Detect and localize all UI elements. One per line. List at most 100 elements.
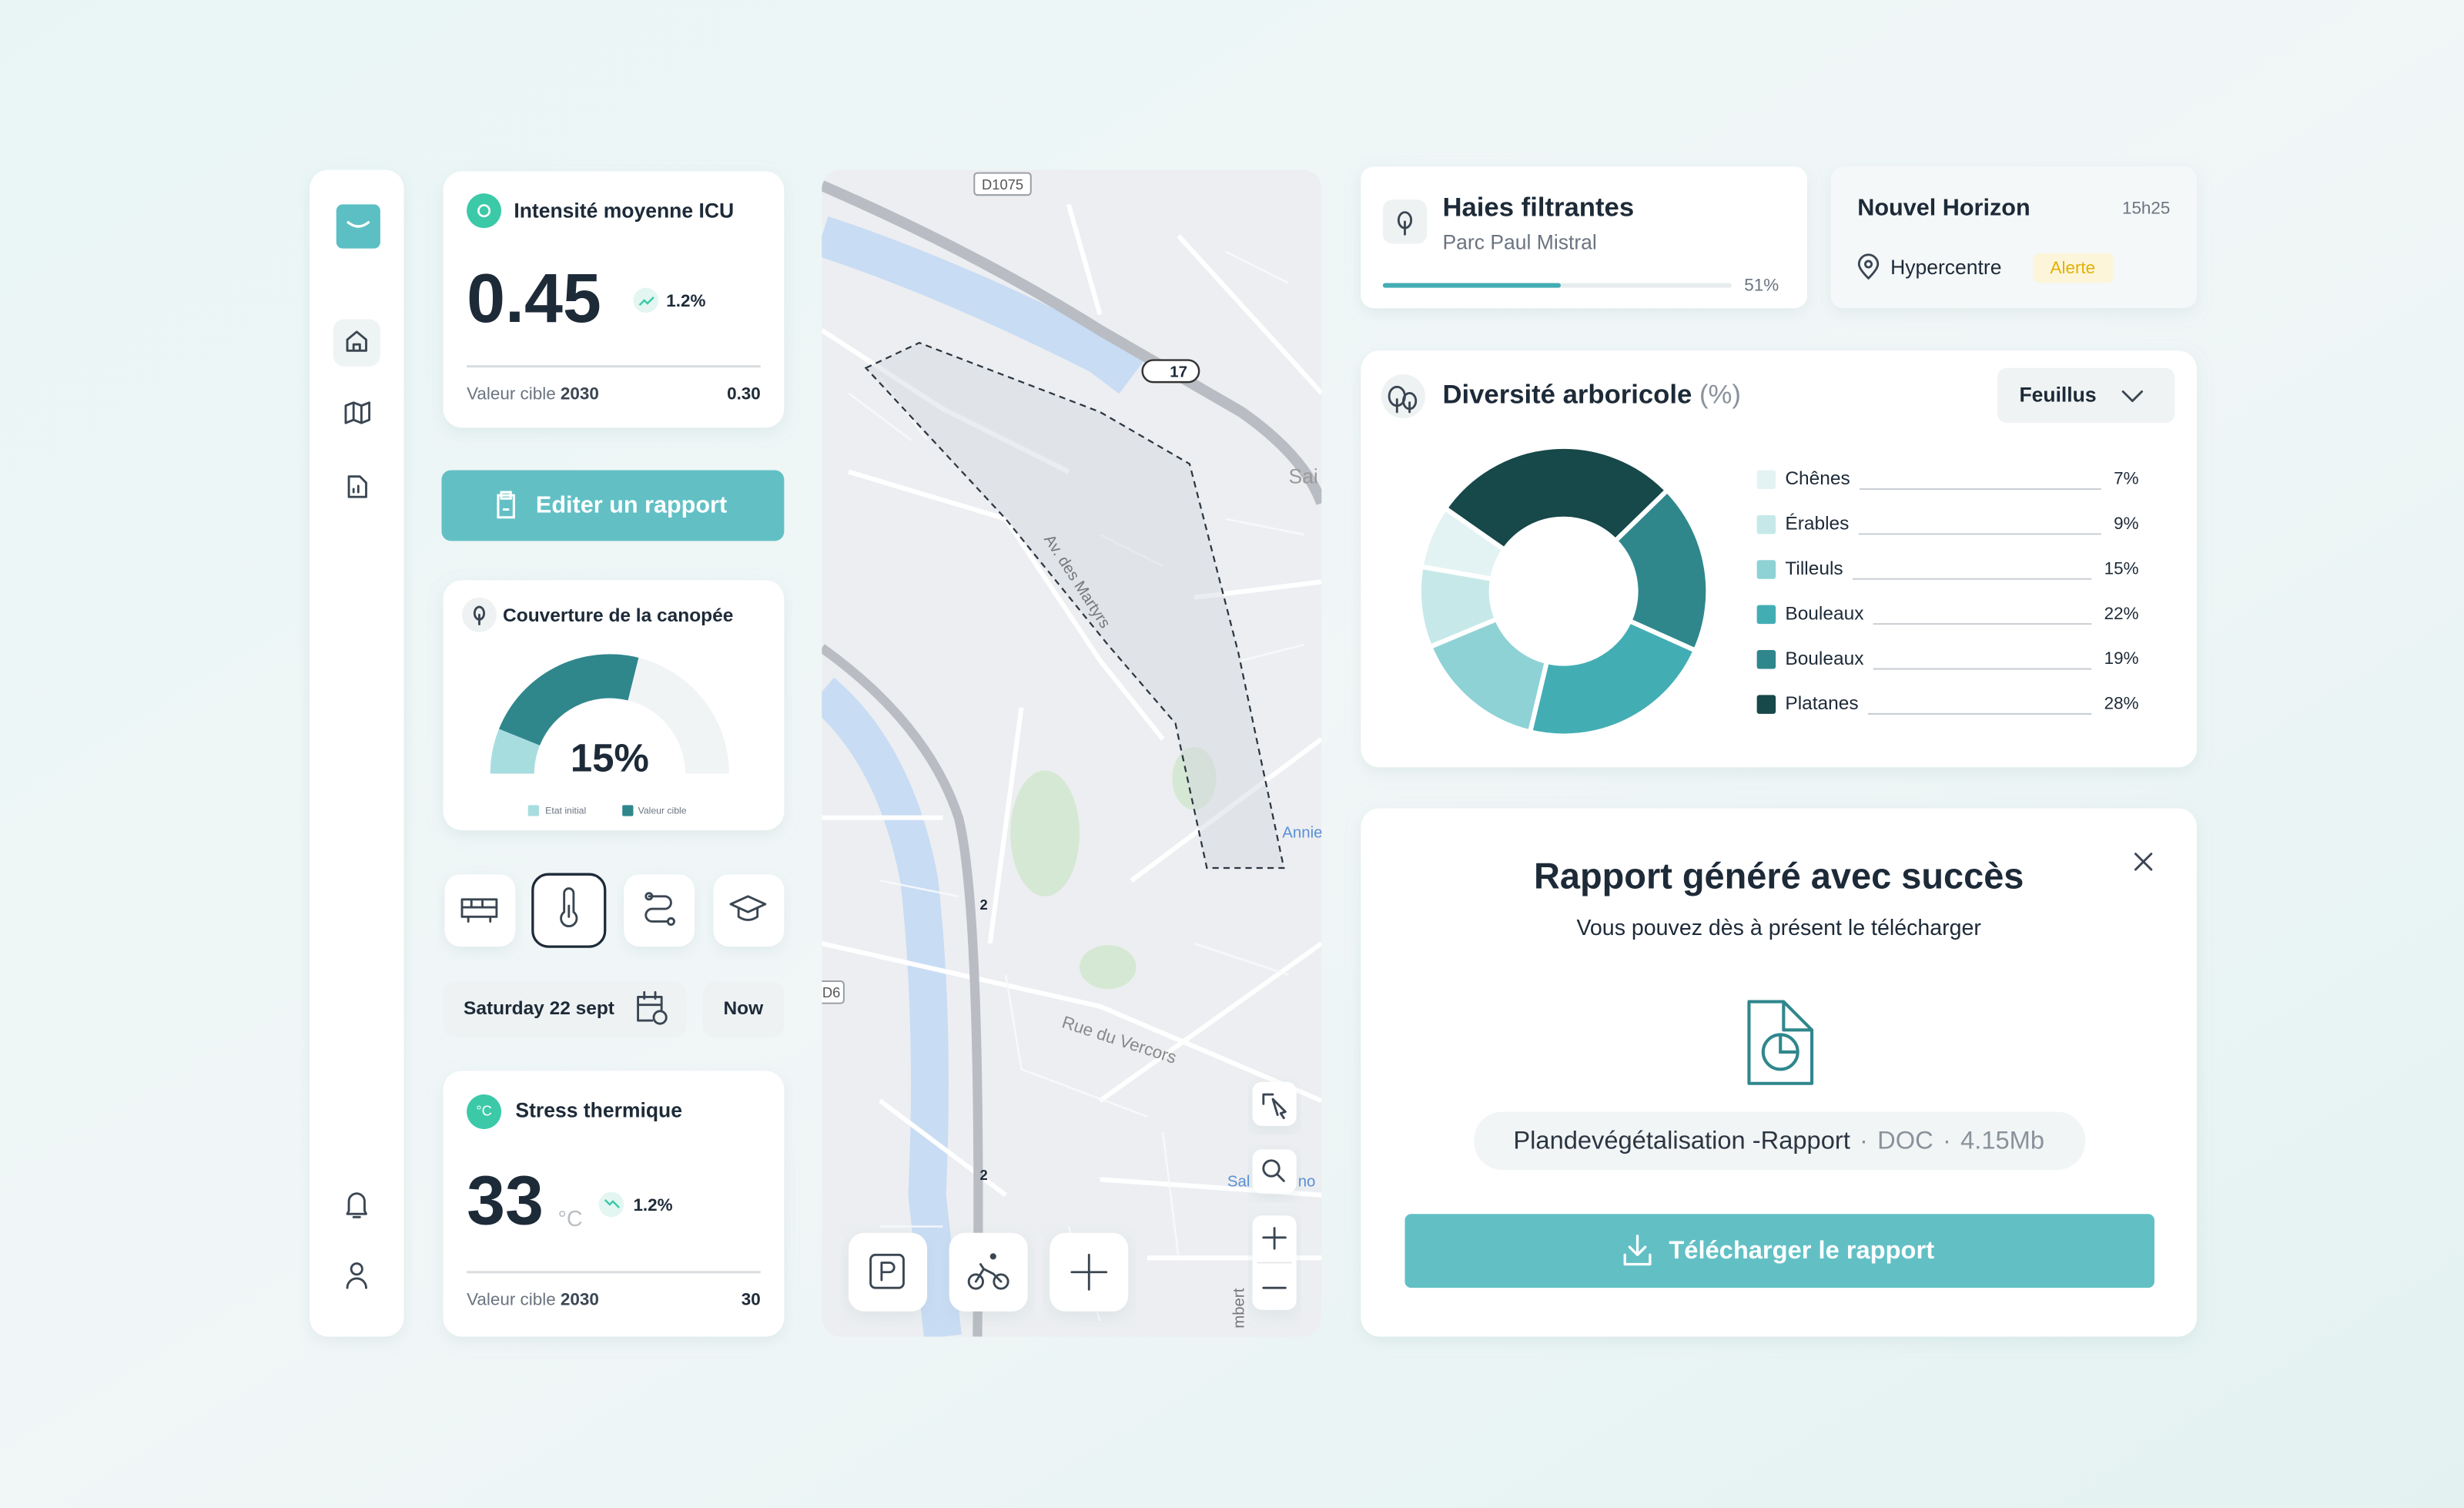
now-button[interactable]: Now (702, 981, 785, 1038)
map-search[interactable] (1252, 1149, 1297, 1194)
mode-education[interactable] (713, 874, 785, 947)
card-title: Stress thermique (515, 1099, 682, 1122)
canopy-card: Couverture de la canopée 15% Etat initia… (443, 580, 785, 831)
legend-value: 15% (2104, 558, 2139, 578)
legend: Chênes 7% Érables 9% Tilleuls 15% Bouleaux 22% B… (1756, 468, 2139, 715)
nav-map[interactable] (344, 401, 371, 424)
filter-dropdown[interactable]: Feuillus (1997, 367, 2175, 424)
card-subtitle: Parc Paul Mistral (1442, 230, 1596, 253)
card-title: Nouvel Horizon (1857, 195, 2030, 221)
separator: · (1860, 1125, 1868, 1154)
legend-swatch (1756, 650, 1776, 669)
file-chip: Plandevégétalisation -Rapport · DOC · 4.15Mb (1513, 1125, 2044, 1154)
dialog-title: Rapport généré avec succès (1534, 856, 2024, 896)
donut-segment (1427, 615, 1550, 736)
mode-buttons (444, 873, 785, 948)
filter-value: Feuillus (2019, 384, 2096, 407)
now: Now (723, 998, 764, 1019)
nav-reports[interactable] (347, 475, 367, 498)
mode-temperature[interactable] (531, 873, 607, 948)
date-picker[interactable]: Saturday 22 sept (443, 981, 687, 1038)
legend-swatch (1756, 695, 1776, 714)
hedges-card: Haies filtrantes Parc Paul Mistral 51% (1361, 166, 1807, 309)
map-select[interactable] (1252, 1081, 1297, 1126)
mode-bus[interactable] (444, 874, 516, 947)
icu-card: Intensité moyenne ICU 0.45 1.2% Valeur c… (443, 171, 785, 428)
target: Valeur cible 2030 (467, 1289, 599, 1309)
badge: Alerte (2051, 258, 2096, 277)
target-label: Valeur cible (467, 384, 556, 403)
card-title: Couverture de la canopée (503, 605, 733, 626)
diversity-card: Diversité arboricole (%) Feuillus Chênes… (1361, 350, 2198, 768)
map-label: Annie (1282, 824, 1322, 841)
map-parking[interactable] (849, 1232, 928, 1312)
legend-value: 7% (2114, 469, 2138, 488)
card-title: Diversité arboricole (%) (1442, 380, 1740, 410)
icon-text: °C (476, 1102, 492, 1118)
gauge-value: 15% (571, 736, 649, 780)
legend-value: 22% (2104, 604, 2139, 623)
map-add[interactable] (1050, 1232, 1129, 1312)
dialog-subtitle: Vous pouvez dès à présent le télécharger (1576, 916, 1981, 940)
button-label: Editer un rapport (536, 492, 727, 518)
legend-name: Bouleaux (1785, 648, 1863, 669)
separator: · (1943, 1125, 1951, 1154)
legend-name: Tilleuls (1785, 558, 1843, 579)
progress-bar (1382, 283, 1561, 288)
metric-value: 0.45 (467, 260, 601, 337)
map-zoom[interactable] (1252, 1215, 1297, 1310)
map[interactable]: D1075 17 Sai Av. des Martyrs Annie Rue d… (817, 169, 1322, 1337)
target-year: 2030 (561, 384, 599, 403)
trend: 1.2% (666, 291, 705, 310)
thermal-card: °C Stress thermique 33 °C 1.2% Valeur ci… (443, 1071, 785, 1337)
legend-swatch (1756, 605, 1776, 625)
map-label: Sal (1227, 1174, 1250, 1191)
nav-profile[interactable] (350, 1262, 363, 1276)
donut-segment (1612, 487, 1711, 654)
donut-chart (1416, 444, 1711, 739)
gauge-target (499, 654, 639, 746)
progress-label: 51% (1744, 276, 1779, 295)
target-value: 0.30 (727, 384, 761, 403)
legend-value: 19% (2104, 648, 2139, 668)
gauge (490, 654, 729, 774)
title: Diversité arboricole (1442, 380, 1692, 410)
map-label: 2 (979, 1167, 987, 1183)
target-label: Valeur cible (467, 1289, 556, 1309)
donut-segment (1441, 444, 1671, 554)
card-title: Haies filtrantes (1442, 193, 1634, 223)
legend-swatch (1756, 470, 1776, 489)
map-label: D1075 (982, 176, 1023, 193)
metric-value: 33 (467, 1163, 544, 1240)
mode-route[interactable] (624, 874, 695, 947)
legend-name: Érables (1785, 514, 1849, 535)
legend-label: Valeur cible (638, 806, 687, 816)
edit-report-button[interactable]: Editer un rapport (441, 470, 785, 541)
target-year: 2030 (561, 1289, 599, 1309)
unit: (%) (1699, 380, 1741, 410)
close-button[interactable] (2134, 853, 2153, 871)
map-label: Sai (1288, 465, 1317, 488)
map-label: 17 (1170, 364, 1187, 380)
file-type: DOC (1877, 1125, 1933, 1154)
date: Saturday 22 sept (464, 998, 614, 1019)
donut-segment (1527, 618, 1699, 739)
map-label: D6 (822, 984, 840, 1000)
alert-card[interactable]: Nouvel Horizon 15h25 Hypercentre Alerte (1830, 166, 2198, 309)
map-bike[interactable] (949, 1232, 1028, 1312)
file-name: Plandevégétalisation -Rapport (1513, 1125, 1850, 1154)
map-label: 2 (979, 896, 987, 913)
nav-notifications[interactable] (346, 1192, 367, 1218)
button-label: Télécharger le rapport (1669, 1235, 1934, 1264)
legend-swatch (1756, 560, 1776, 579)
nav-home[interactable] (333, 319, 380, 367)
file-size: 4.15Mb (1960, 1125, 2044, 1154)
time: 15h25 (2122, 198, 2170, 217)
map-label: mbert (1231, 1288, 1248, 1329)
location: Hypercentre (1890, 256, 2001, 279)
trend: 1.2% (633, 1195, 672, 1215)
download-button[interactable]: Télécharger le rapport (1404, 1214, 2154, 1289)
legend-name: Chênes (1785, 468, 1850, 489)
